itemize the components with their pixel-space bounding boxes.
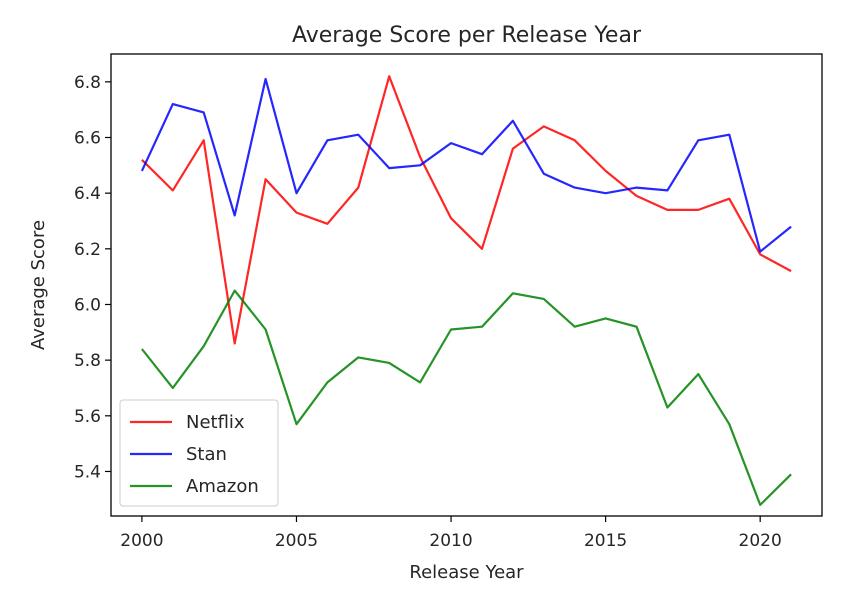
y-tick-label: 5.4 xyxy=(74,462,101,482)
x-tick-label: 2020 xyxy=(739,531,782,551)
legend-box xyxy=(119,399,279,507)
y-tick-label: 6.2 xyxy=(74,240,101,260)
series-line-stan xyxy=(140,77,792,253)
legend-label-netflix: Netflix xyxy=(186,412,245,433)
y-tick-label: 6.6 xyxy=(74,128,101,148)
x-tick-label: 2005 xyxy=(275,531,318,551)
legend: Netflix Stan Amazon xyxy=(119,399,279,507)
plot-area-frame xyxy=(110,53,823,517)
legend-label-amazon: Amazon xyxy=(186,476,259,497)
y-tick-label: 6.4 xyxy=(74,184,101,204)
series-line-amazon xyxy=(141,289,792,506)
series-lines xyxy=(140,75,792,506)
x-axis: 2000 2005 2010 2015 2020 xyxy=(120,516,782,551)
x-tick-label: 2000 xyxy=(120,531,163,551)
y-tick-label: 6.0 xyxy=(74,295,101,315)
series-line-netflix xyxy=(141,75,792,345)
x-tick-label: 2010 xyxy=(429,531,472,551)
y-tick-label: 5.8 xyxy=(74,351,101,371)
x-tick-label: 2015 xyxy=(584,531,627,551)
y-axis-title: Average Score xyxy=(28,220,49,350)
chart-title: Average Score per Release Year xyxy=(292,23,642,48)
legend-label-stan: Stan xyxy=(186,444,227,465)
y-tick-label: 6.8 xyxy=(74,73,101,93)
x-axis-title: Release Year xyxy=(409,562,524,583)
y-tick-label: 5.6 xyxy=(74,407,101,427)
y-axis: 5.4 5.6 5.8 6.0 6.2 6.4 6.6 6.8 xyxy=(74,73,111,482)
